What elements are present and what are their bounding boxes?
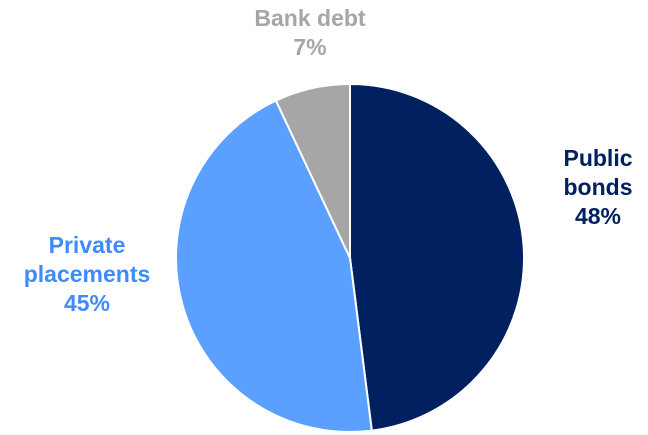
slice-public-bonds xyxy=(349,82,525,432)
label-private-placements-line-1: Private xyxy=(48,232,126,258)
label-public-bonds-value: 48% xyxy=(574,203,622,229)
pie-slices xyxy=(174,82,525,433)
label-public-bonds-line-1: Public xyxy=(563,145,633,171)
label-private-placements: Private placements 45% xyxy=(0,231,174,318)
slice-bank-debt xyxy=(274,82,351,259)
slice-private-placements xyxy=(174,99,373,433)
label-public-bonds: Public bonds 48% xyxy=(548,144,648,231)
label-bank-debt-value: 7% xyxy=(293,34,327,60)
label-private-placements-line-2: placements xyxy=(23,261,151,287)
label-bank-debt: Bank debt 7% xyxy=(220,4,400,62)
label-public-bonds-line-2: bonds xyxy=(563,174,633,200)
label-private-placements-value: 45% xyxy=(63,290,111,316)
label-bank-debt-line-1: Bank debt xyxy=(254,5,366,31)
